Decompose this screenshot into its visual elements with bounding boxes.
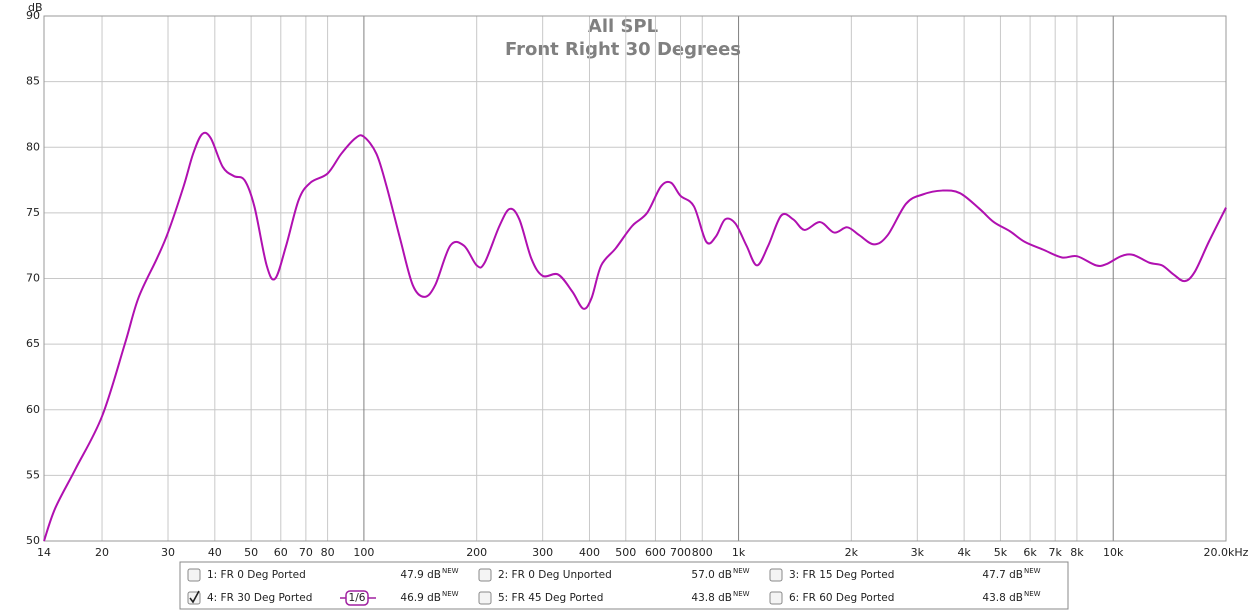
- legend-level: 47.9 dB: [400, 569, 441, 581]
- plot-border: [43, 15, 1227, 542]
- legend-checkbox: [478, 591, 492, 605]
- y-tick-label: 85: [26, 75, 40, 88]
- y-unit: dB: [28, 1, 43, 14]
- x-tick-label: 6k: [1023, 546, 1037, 559]
- x-tick-label: 40: [208, 546, 222, 559]
- x-tick-label: 14: [37, 546, 51, 559]
- legend-label: 4: FR 30 Deg Ported: [207, 592, 312, 604]
- legend-label: 6: FR 60 Deg Ported: [789, 592, 894, 604]
- x-tick-label: 20: [95, 546, 109, 559]
- legend-label: 2: FR 0 Deg Unported: [498, 569, 612, 581]
- y-tick-label: 50: [26, 534, 40, 547]
- legend-level: 57.0 dB: [691, 569, 732, 581]
- x-tick-label: 3k: [911, 546, 925, 559]
- legend-tag: NEW: [1024, 590, 1041, 598]
- y-tick-label: 90: [26, 9, 40, 22]
- legend-checkbox: [187, 568, 201, 582]
- y-tick-label: 75: [26, 206, 40, 219]
- x-tick-label: 200: [466, 546, 487, 559]
- smoothing-badge: [345, 590, 369, 606]
- legend-box: [179, 561, 1069, 610]
- legend-checkbox: [478, 568, 492, 582]
- y-tick-label: 65: [26, 337, 40, 350]
- x-tick-label: 800: [692, 546, 713, 559]
- legend-level: 46.9 dB: [400, 592, 441, 604]
- legend-level: 47.7 dB: [982, 569, 1023, 581]
- x-tick-label: 70: [299, 546, 313, 559]
- curve: [43, 131, 1227, 542]
- legend-tag: NEW: [1024, 567, 1041, 575]
- chart-title: All SPL: [588, 16, 658, 37]
- x-tick-label: 2k: [845, 546, 859, 559]
- x-tick-label: 50: [244, 546, 258, 559]
- legend-tag: NEW: [733, 590, 750, 598]
- x-tick-label: 500: [615, 546, 636, 559]
- smoothing-label: 1/6: [349, 592, 366, 604]
- legend-level: 43.8 dB: [691, 592, 732, 604]
- legend-label: 1: FR 0 Deg Ported: [207, 569, 306, 581]
- x-tick-label: 1k: [732, 546, 746, 559]
- y-tick-label: 70: [26, 272, 40, 285]
- x-tick-label: 80: [321, 546, 335, 559]
- x-tick-label: 300: [532, 546, 553, 559]
- legend-check: [189, 590, 200, 604]
- x-tick-label: 60: [274, 546, 288, 559]
- legend-checkbox: [769, 591, 783, 605]
- legend-label: 3: FR 15 Deg Ported: [789, 569, 894, 581]
- x-tick-label: 10k: [1103, 546, 1124, 559]
- x-tick-label: 600: [645, 546, 666, 559]
- x-tick-label: 7k: [1048, 546, 1062, 559]
- legend-checkbox: [769, 568, 783, 582]
- x-tick-label: 5k: [994, 546, 1008, 559]
- y-tick-label: 80: [26, 140, 40, 153]
- x-tick-label: 400: [579, 546, 600, 559]
- legend-level: 43.8 dB: [982, 592, 1023, 604]
- chart-subtitle: Front Right 30 Degrees: [505, 39, 741, 60]
- legend-label: 5: FR 45 Deg Ported: [498, 592, 603, 604]
- legend-tag: NEW: [442, 567, 459, 575]
- y-tick-label: 55: [26, 468, 40, 481]
- legend-tag: NEW: [733, 567, 750, 575]
- x-tick-label: 8k: [1070, 546, 1084, 559]
- x-tick-label: 20.0kHz: [1204, 546, 1249, 559]
- legend-tag: NEW: [442, 590, 459, 598]
- x-tick-label: 100: [353, 546, 374, 559]
- x-tick-label: 4k: [957, 546, 971, 559]
- x-tick-label: 700: [670, 546, 691, 559]
- y-tick-label: 60: [26, 403, 40, 416]
- x-tick-label: 30: [161, 546, 175, 559]
